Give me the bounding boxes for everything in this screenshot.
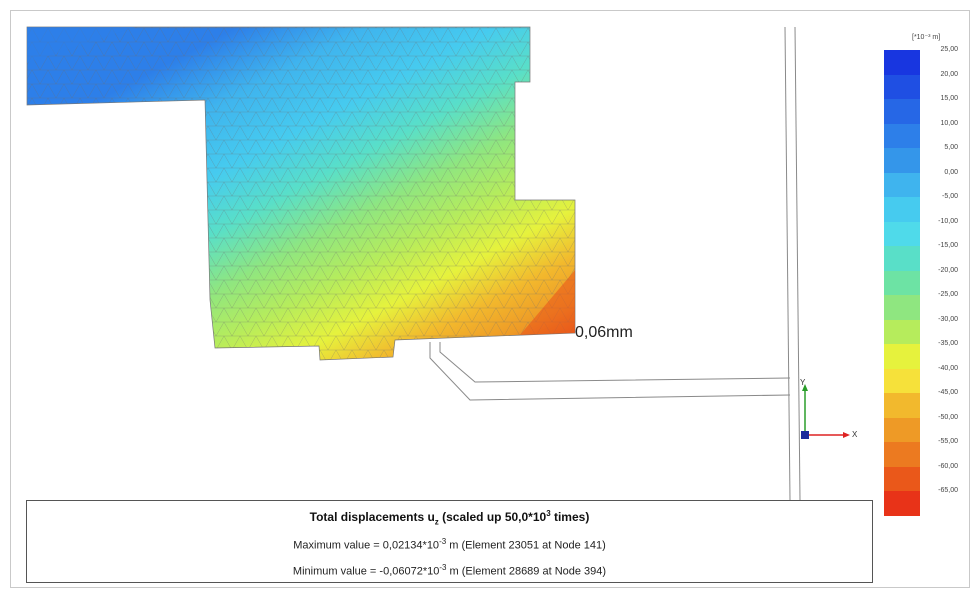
legend-tick-label: 5,00 [944, 144, 958, 151]
result-info-box: Total displacements uz (scaled up 50,0*1… [26, 500, 873, 583]
legend-tick-label: -65,00 [938, 487, 958, 494]
legend-tick-label: -15,00 [938, 242, 958, 249]
legend-tick-label: 20,00 [940, 70, 958, 78]
cropped-header [0, 0, 980, 9]
legend-color-segment [884, 295, 920, 320]
legend-tick-label: 25,00 [940, 46, 958, 53]
legend-tick-label: -30,00 [938, 315, 958, 323]
legend-color-segment [884, 270, 920, 295]
legend-tick-label: -40,00 [938, 364, 958, 372]
legend-color-segment [884, 246, 920, 271]
legend-color-segment [884, 221, 920, 246]
legend-color-segment [884, 319, 920, 344]
legend-tick-label: 10,00 [940, 119, 958, 127]
legend-color-segment [884, 148, 920, 173]
legend-tick-label: -35,00 [938, 340, 958, 347]
legend-tick-label: -55,00 [938, 438, 958, 445]
axis-triad [801, 384, 850, 439]
boundary-lines [429, 26, 801, 501]
legend-unit-label: [*10⁻³ m] [912, 34, 941, 41]
axis-x-label: X [852, 430, 858, 439]
axis-y-label: Y [800, 378, 806, 387]
minimum-value-text: Minimum value = -0,06072*10-3 m (Element… [292, 563, 607, 578]
legend-tick-label: -25,00 [938, 291, 958, 298]
legend-color-segment [884, 74, 920, 99]
maximum-value-text: Maximum value = 0,02134*10-3 m (Element … [293, 537, 606, 553]
max-displacement-annotation: 0,06mm [575, 324, 633, 341]
legend-tick-label: -60,00 [938, 462, 958, 470]
legend-color-segment [884, 466, 920, 491]
legend-tick-label: 0,00 [944, 168, 958, 176]
legend-color-segment [884, 197, 920, 222]
legend-tick-label: -10,00 [938, 217, 958, 225]
legend-color-segment [884, 393, 920, 418]
legend-color-segment [884, 50, 920, 75]
legend-color-segment [884, 442, 920, 467]
legend-color-segment [884, 417, 920, 442]
legend-color-segment [884, 123, 920, 148]
result-title: Total displacements uz (scaled up 50,0*1… [309, 509, 590, 527]
legend-color-segment [884, 368, 920, 393]
legend-tick-label: -50,00 [938, 413, 958, 421]
legend-tick-label: -20,00 [938, 266, 958, 274]
legend-tick-label: -45,00 [938, 389, 958, 396]
legend-tick-label: -5,00 [942, 193, 958, 200]
legend-color-segment [884, 99, 920, 124]
legend-color-segment [884, 491, 920, 516]
legend-color-segment [884, 344, 920, 369]
displacement-contour-shape [26, 26, 576, 361]
legend-tick-label: 15,00 [940, 95, 958, 102]
legend-color-segment [884, 172, 920, 197]
color-legend-bar [884, 50, 920, 516]
